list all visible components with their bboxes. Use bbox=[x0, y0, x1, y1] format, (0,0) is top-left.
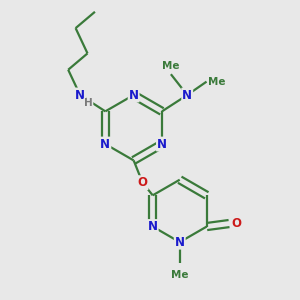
Text: N: N bbox=[157, 138, 167, 151]
Text: N: N bbox=[100, 138, 110, 151]
Text: N: N bbox=[75, 88, 85, 101]
Text: N: N bbox=[175, 236, 185, 249]
Text: Me: Me bbox=[162, 61, 180, 71]
Text: N: N bbox=[182, 88, 192, 101]
Text: Me: Me bbox=[171, 270, 188, 280]
Text: N: N bbox=[148, 220, 158, 233]
Text: O: O bbox=[231, 217, 242, 230]
Text: N: N bbox=[129, 88, 139, 101]
Text: Me: Me bbox=[208, 76, 226, 87]
Text: O: O bbox=[138, 176, 148, 189]
Text: H: H bbox=[84, 98, 93, 108]
